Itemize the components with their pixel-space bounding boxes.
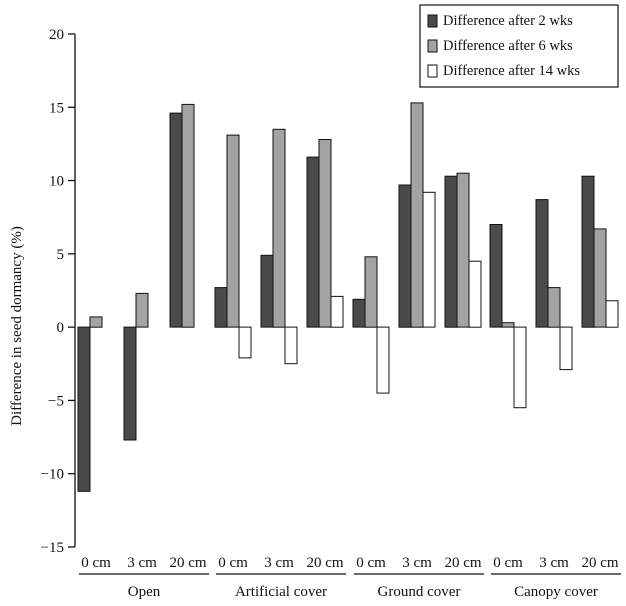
legend-label: Difference after 2 wks	[443, 13, 573, 29]
group-label: Artificial cover	[235, 584, 327, 600]
bar-2wks	[77, 326, 91, 492]
bar-14wks	[422, 191, 436, 328]
legend: Difference after 2 wks Difference after 6…	[419, 4, 619, 88]
y-tick-label: 0	[57, 320, 65, 336]
bar-6wks	[318, 139, 332, 328]
group-label: Ground cover	[378, 584, 461, 600]
bar-2wks	[169, 112, 183, 328]
legend-label: Difference after 6 wks	[443, 38, 573, 54]
x-tick-label: 3 cm	[264, 555, 294, 571]
bar-2wks	[306, 156, 320, 328]
bar-6wks	[547, 287, 561, 328]
bar-6wks	[364, 256, 378, 328]
bar-14wks	[559, 326, 573, 371]
x-tick-label: 0 cm	[218, 555, 248, 571]
x-tick-label: 0 cm	[356, 555, 386, 571]
legend-box	[419, 4, 619, 88]
bar-2wks	[260, 254, 274, 328]
bar-14wks	[330, 295, 344, 328]
x-tick-label: 20 cm	[581, 555, 618, 571]
x-tick-label: 20 cm	[444, 555, 481, 571]
x-tick-label: 20 cm	[306, 555, 343, 571]
y-axis-label: Difference in seed dormancy (%)	[9, 226, 25, 426]
bar-14wks	[376, 326, 390, 394]
x-tick-label: 20 cm	[169, 555, 206, 571]
y-tick-label: 10	[49, 174, 64, 190]
bar-2wks	[214, 287, 228, 328]
bar-2wks	[352, 298, 366, 328]
bar-2wks	[123, 326, 137, 441]
legend-swatch	[427, 39, 438, 53]
bar-14wks	[284, 326, 298, 365]
bar-14wks	[605, 300, 619, 328]
y-tick-label: −10	[41, 467, 64, 483]
x-tick-label: 3 cm	[127, 555, 157, 571]
bar-2wks	[489, 224, 503, 328]
bar-14wks	[513, 326, 527, 409]
bar-6wks	[593, 228, 607, 328]
bar-6wks	[181, 103, 195, 328]
bar-6wks	[226, 134, 240, 328]
bar-14wks	[468, 260, 482, 328]
bar-6wks	[135, 292, 149, 328]
axes: 20 15 10 5 0 −5 −10 −15	[41, 27, 76, 556]
y-tick-label: 20	[49, 27, 64, 43]
y-tick-label: −5	[48, 393, 64, 409]
x-tick-label: 0 cm	[493, 555, 523, 571]
bar-14wks	[238, 326, 252, 359]
bar-2wks	[581, 175, 595, 328]
x-tick-label: 3 cm	[539, 555, 569, 571]
legend-swatch	[427, 14, 438, 28]
bars	[77, 102, 619, 492]
y-tick-label: 5	[57, 247, 65, 263]
y-tick-label: −15	[41, 540, 64, 556]
bar-2wks	[444, 175, 458, 328]
bar-6wks	[456, 172, 470, 328]
legend-label: Difference after 14 wks	[443, 63, 580, 79]
bar-6wks	[272, 128, 286, 328]
x-axis-labels: 0 cm 3 cm 20 cm Open 0 cm 3 cm 20 cm Artificial…	[79, 555, 621, 600]
group-label: Canopy cover	[514, 584, 598, 600]
bar-2wks	[398, 184, 412, 328]
x-tick-label: 3 cm	[402, 555, 432, 571]
bar-6wks	[410, 102, 424, 328]
bar-2wks	[535, 199, 549, 328]
y-tick-label: 15	[49, 100, 64, 116]
bar-6wks	[89, 316, 103, 328]
group-label: Open	[128, 584, 161, 600]
bar-6wks	[501, 322, 515, 328]
x-tick-label: 0 cm	[81, 555, 111, 571]
legend-swatch	[427, 64, 438, 78]
